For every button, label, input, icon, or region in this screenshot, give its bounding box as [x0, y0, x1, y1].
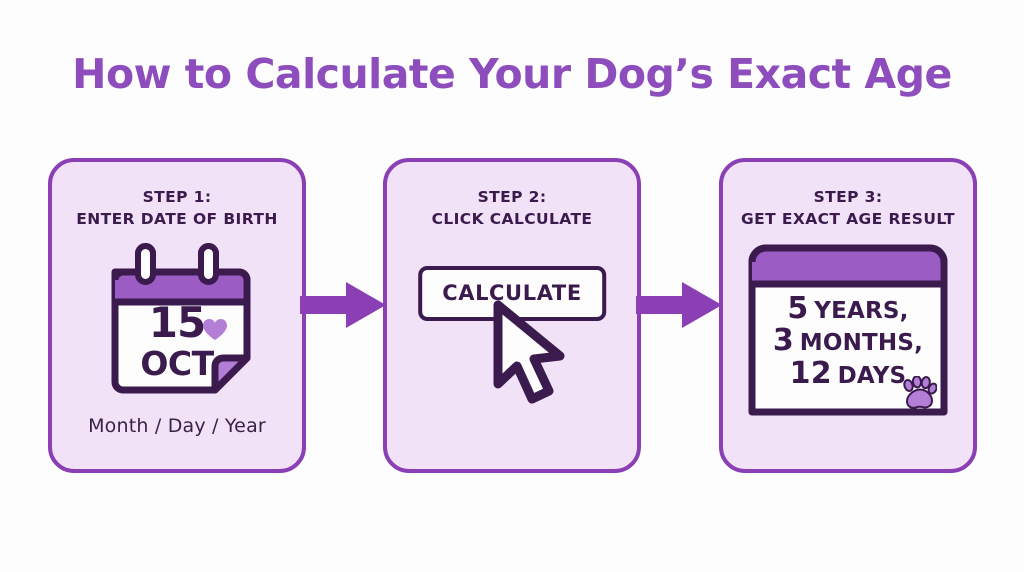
- result-years-value: 5: [787, 291, 809, 326]
- step-1-label: STEP 1:: [142, 188, 212, 206]
- calendar-day: 15: [148, 298, 206, 347]
- paw-icon: [903, 376, 937, 409]
- arrow-step2-to-step3: [636, 282, 722, 328]
- result-panel: 5 YEARS, 3 MONTHS, 12 DAYS: [748, 244, 948, 416]
- heart-icon: [203, 319, 227, 340]
- calculate-demo-area: CALCULATE: [387, 266, 637, 416]
- cursor-icon: [490, 300, 580, 405]
- step-3-heading: STEP 3: GET EXACT AGE RESULT: [723, 186, 973, 231]
- step-1-heading: STEP 1: ENTER DATE OF BIRTH: [52, 186, 302, 231]
- result-days-unit: DAYS: [837, 362, 907, 389]
- calendar-month: OCT: [140, 344, 214, 383]
- result-line-months: 3 MONTHS,: [748, 325, 948, 357]
- date-format-caption: Month / Day / Year: [88, 415, 266, 437]
- result-years-unit: YEARS,: [814, 298, 909, 324]
- result-days-value: 12: [789, 355, 832, 391]
- result-months-value: 3: [772, 323, 794, 359]
- step-3-label: STEP 3:: [813, 188, 883, 206]
- result-months-unit: MONTHS,: [799, 330, 924, 357]
- result-text: 5 YEARS, 3 MONTHS, 12 DAYS: [748, 284, 948, 412]
- calendar-icon: 15 OCT: [97, 240, 257, 400]
- result-line-years: 5 YEARS,: [748, 291, 948, 326]
- step-2-heading: STEP 2: CLICK CALCULATE: [387, 186, 637, 231]
- step-3-title: GET EXACT AGE RESULT: [740, 210, 956, 229]
- step-card-2: STEP 2: CLICK CALCULATE CALCULATE: [383, 158, 641, 473]
- arrow-step1-to-step2: [300, 282, 386, 328]
- step-card-3: STEP 3: GET EXACT AGE RESULT 5 YEARS, 3 …: [719, 158, 977, 473]
- step-card-1: STEP 1: ENTER DATE OF BIRTH 15 OCT: [48, 158, 306, 473]
- step-2-title: CLICK CALCULATE: [431, 210, 593, 229]
- page-title: How to Calculate Your Dog’s Exact Age: [72, 50, 952, 98]
- step-2-label: STEP 2:: [477, 188, 547, 206]
- step-1-title: ENTER DATE OF BIRTH: [76, 210, 278, 229]
- result-line-days: 12 DAYS: [748, 355, 948, 391]
